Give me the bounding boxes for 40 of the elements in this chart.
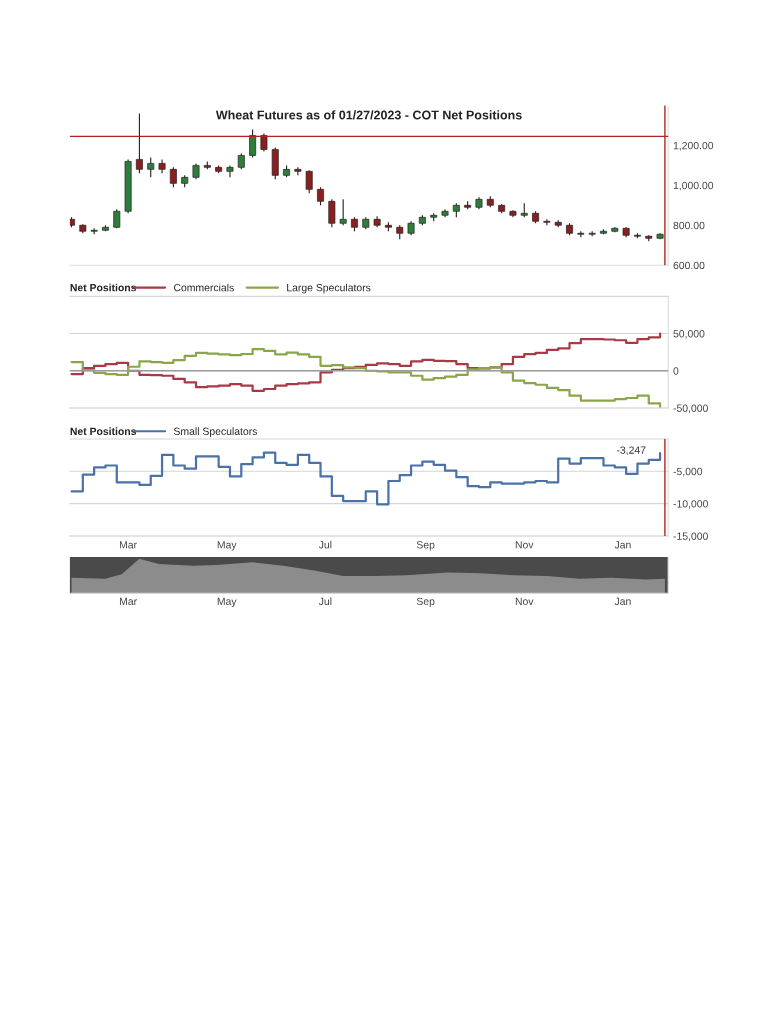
x-tick-label: Nov: [515, 541, 534, 549]
x-tick-label: Jul: [318, 597, 332, 606]
x-tick-label: Nov: [515, 597, 534, 606]
candlestick: [249, 128, 257, 158]
x-tick-label: Jan: [614, 541, 631, 549]
y-tick-label: -10,000: [673, 500, 708, 509]
y-tick-label: 600.00: [673, 261, 705, 270]
x-tick-label: Mar: [119, 597, 137, 606]
candlestick: [135, 112, 143, 174]
candlestick: [147, 156, 155, 178]
y-tick-label: -15,000: [673, 532, 708, 542]
y-tick-label: 1,200.00: [673, 141, 714, 151]
candlestick: [305, 169, 313, 194]
x-tick-label: Sep: [416, 597, 435, 608]
chart-title: Wheat Futures as of 01/27/2023 - COT Net Positions: [215, 110, 522, 120]
candlestick: [90, 227, 98, 235]
y-tick-label: -5,000: [673, 467, 703, 477]
x-tick-label: Mar: [119, 541, 137, 549]
legend-label: Small Speculators: [173, 427, 258, 438]
x-tick-label: May: [217, 541, 237, 551]
x-tick-label: May: [217, 597, 237, 608]
candlestick: [294, 166, 302, 176]
y-tick-label: -50,000: [673, 404, 708, 414]
candlestick: [339, 198, 347, 226]
legend-title: Net Positions: [70, 283, 137, 292]
y-tick-label: 1,000.00: [673, 181, 714, 191]
y-tick-label: 50,000: [673, 330, 705, 339]
x-tick-label: Jul: [318, 540, 332, 549]
legend-title: Net Positions: [70, 427, 137, 435]
candlestick: [543, 218, 551, 226]
x-tick-label: Jan: [614, 597, 631, 606]
y-tick-label: 0: [673, 367, 679, 375]
legend-label: Commercials: [173, 283, 234, 292]
candlestick: [328, 198, 336, 228]
legend-label: Large Speculators: [287, 283, 371, 294]
candlestick: [226, 164, 234, 178]
y-tick-label: 800.00: [673, 221, 705, 230]
annotation: -3,247: [616, 446, 646, 455]
candlestick: [169, 166, 177, 188]
x-tick-label: Sep: [416, 541, 435, 551]
